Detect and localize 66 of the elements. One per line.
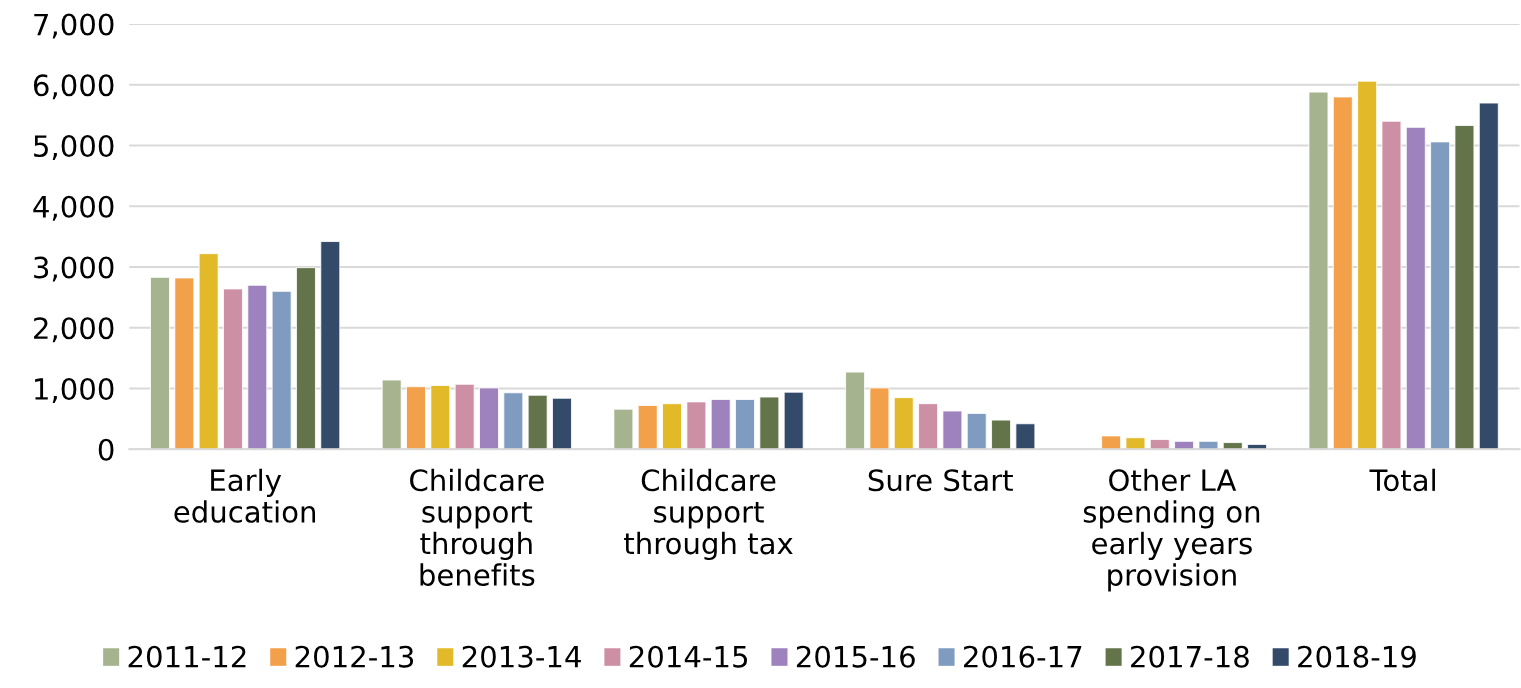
- bar: [1381, 120, 1402, 450]
- x-tick-label: Other LA spending on early years provision: [1083, 468, 1260, 592]
- x-tick-label: Childcare support through benefits: [410, 468, 544, 586]
- bar: [966, 413, 987, 450]
- bar: [1332, 96, 1353, 450]
- bar: [710, 399, 731, 450]
- x-tick-label: Sure Start: [868, 469, 1013, 492]
- legend-label: 2011-12: [128, 645, 246, 668]
- y-tick-label: 5,000: [34, 135, 114, 161]
- y-tick-label: 0: [98, 438, 114, 461]
- bar: [1198, 440, 1219, 450]
- bar: [991, 419, 1011, 450]
- bar: [1405, 126, 1426, 450]
- bar: [479, 387, 499, 450]
- bar: [918, 403, 938, 450]
- bar: [552, 397, 572, 450]
- legend-label: 2014-15: [629, 645, 748, 668]
- bar: [637, 405, 658, 450]
- y-tick-label: 2,000: [34, 317, 114, 343]
- bar: [430, 385, 451, 450]
- legend-label: 2017-18: [1131, 645, 1249, 668]
- bar: [1357, 80, 1378, 450]
- bar: [174, 277, 195, 450]
- bar: [1308, 91, 1329, 450]
- bar: [1430, 141, 1451, 450]
- bar: [1149, 439, 1170, 450]
- bar: [1478, 102, 1499, 450]
- bar: [1101, 435, 1122, 450]
- bar: [320, 241, 341, 450]
- y-tick-label: 3,000: [34, 256, 114, 282]
- legend-label: 2012-13: [295, 645, 414, 668]
- x-tick-label: Early education: [174, 468, 316, 523]
- bar: [1015, 423, 1036, 450]
- bar: [1125, 437, 1146, 450]
- bar: [454, 383, 475, 450]
- bar: [869, 387, 890, 450]
- bar: [198, 253, 219, 450]
- bar: [247, 284, 268, 450]
- bar: [662, 403, 682, 450]
- x-tick-label: Childcare support through tax: [624, 468, 793, 561]
- y-tick-label: 6,000: [33, 74, 114, 100]
- bar: [271, 290, 292, 450]
- bar: [735, 399, 755, 450]
- bar: [223, 288, 243, 450]
- x-tick-label: Total: [1369, 468, 1435, 492]
- bar: [150, 276, 170, 450]
- bar: [613, 408, 634, 450]
- bar: [503, 392, 524, 450]
- bar: [527, 394, 548, 450]
- bar: [845, 371, 865, 450]
- legend-label: 2018-19: [1298, 645, 1416, 668]
- y-tick-label: 7,000: [34, 13, 114, 39]
- bar: [296, 267, 316, 450]
- bar: [942, 410, 963, 450]
- y-tick-label: 1,000: [35, 377, 114, 403]
- bar: [759, 396, 780, 450]
- bar: [783, 391, 804, 450]
- bar: [686, 401, 707, 450]
- y-tick-label: 4,000: [33, 195, 114, 221]
- legend-label: 2015-16: [796, 645, 915, 668]
- legend-label: 2013-14: [462, 645, 581, 668]
- bar: [406, 386, 426, 450]
- legend-label: 2016-17: [963, 645, 1082, 668]
- bar: [381, 379, 402, 450]
- bar: [893, 397, 914, 450]
- bar: [1454, 125, 1475, 450]
